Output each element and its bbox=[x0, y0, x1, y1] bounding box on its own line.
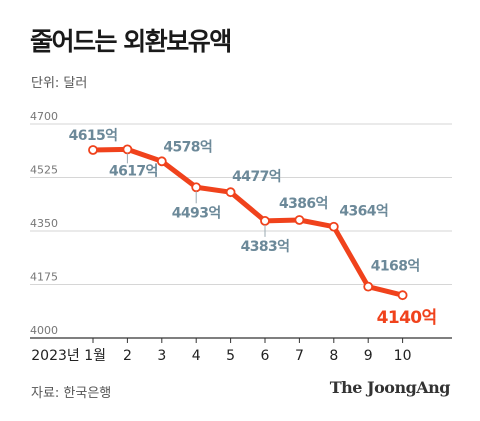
data-label: 4615억 bbox=[69, 128, 118, 144]
x-tick-label: 5 bbox=[226, 348, 235, 364]
data-label: 4578억 bbox=[163, 139, 212, 155]
data-point bbox=[191, 182, 202, 193]
x-tick-label: 4 bbox=[192, 348, 201, 364]
data-label: 4168억 bbox=[371, 259, 420, 275]
data-point bbox=[260, 216, 270, 226]
y-tick-label: 4700 bbox=[30, 110, 58, 123]
data-point bbox=[328, 221, 339, 232]
x-axis: 2023년 1월 2 3 4 5 6 7 8 9 10 bbox=[31, 338, 412, 364]
y-tick-label: 4525 bbox=[30, 164, 58, 177]
unit-label: 단위: 달러 bbox=[31, 76, 88, 91]
data-point bbox=[156, 156, 167, 167]
grid-lines bbox=[30, 123, 452, 339]
x-tick-label: 8 bbox=[329, 348, 338, 364]
data-label: 4493억 bbox=[172, 205, 221, 221]
y-tick-label: 4350 bbox=[30, 217, 58, 230]
data-labels: 4615억 4617억 4578억 4493억 4477억 4383억 4386억 4364억… bbox=[69, 128, 438, 328]
data-label: 4477억 bbox=[232, 169, 281, 185]
data-points bbox=[88, 144, 408, 301]
data-label: 4386억 bbox=[279, 196, 328, 212]
series-line-path bbox=[90, 146, 406, 298]
x-tick-label: 6 bbox=[261, 348, 270, 364]
data-point bbox=[397, 290, 408, 301]
data-label: 4364억 bbox=[339, 204, 388, 220]
data-point bbox=[363, 281, 374, 292]
y-tick-label: 4175 bbox=[30, 271, 58, 284]
x-tick-label: 2 bbox=[123, 348, 132, 364]
data-point bbox=[294, 215, 305, 225]
data-label-latest: 4140억 bbox=[377, 308, 437, 328]
data-label: 4383억 bbox=[241, 239, 290, 255]
data-point bbox=[88, 145, 98, 155]
source-label: 자료: 한국은행 bbox=[31, 386, 112, 401]
x-tick-label: 7 bbox=[295, 348, 304, 364]
data-point bbox=[225, 187, 236, 198]
y-axis-ticks: 4000 4175 4350 4525 4700 bbox=[30, 110, 58, 337]
chart-title: 줄어드는 외환보유액 bbox=[30, 27, 232, 56]
y-tick-label: 4000 bbox=[30, 324, 58, 337]
logo: The JoongAng bbox=[329, 378, 451, 397]
data-label: 4617억 bbox=[109, 163, 158, 179]
x-tick-label: 9 bbox=[364, 348, 373, 364]
x-tick-label: 10 bbox=[394, 348, 412, 364]
series-line bbox=[90, 146, 406, 298]
data-point bbox=[122, 144, 133, 155]
x-tick-label: 2023년 1월 bbox=[31, 348, 106, 364]
x-tick-label: 3 bbox=[157, 348, 166, 364]
